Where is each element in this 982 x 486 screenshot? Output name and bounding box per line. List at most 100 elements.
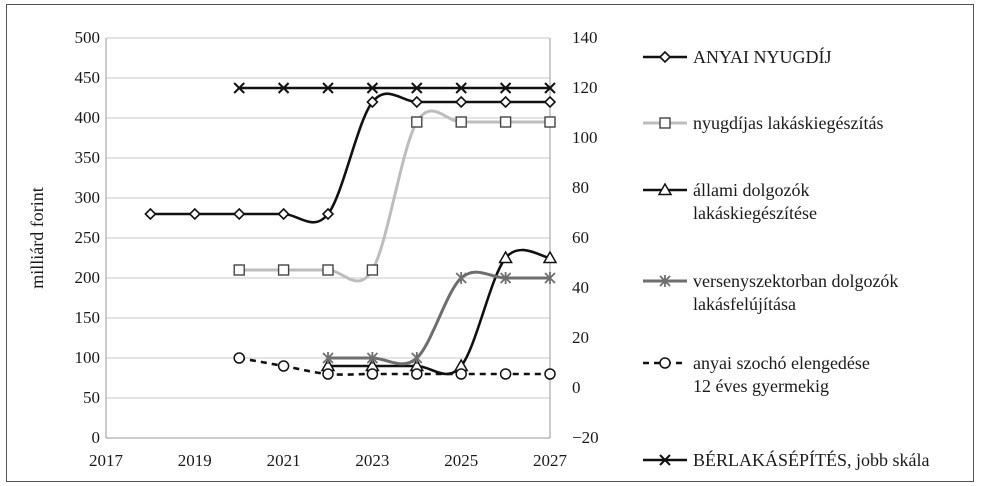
y-left-axis-title: milliárd forint	[27, 187, 47, 288]
series-line	[150, 92, 550, 224]
data-point-marker	[366, 95, 379, 109]
data-point-marker	[322, 368, 334, 380]
legend-item: állami dolgozók lakáskiegészítése	[643, 180, 817, 223]
data-point-marker	[499, 272, 512, 284]
data-point-marker	[544, 82, 556, 94]
data-point-marker	[277, 360, 290, 372]
legend-swatch-marker	[659, 357, 671, 369]
data-point-marker	[455, 368, 467, 380]
series-5	[233, 352, 556, 380]
data-point-marker	[410, 95, 423, 109]
y-left-tick-label: 350	[75, 148, 101, 167]
data-point-marker	[322, 352, 334, 364]
legend-label: lakásfelújítása	[693, 294, 796, 314]
data-point-marker	[188, 207, 201, 221]
legend-swatch-marker	[659, 117, 671, 129]
data-point-marker	[277, 82, 290, 94]
y-right-tick-label: 0	[572, 378, 581, 397]
data-point-marker	[411, 368, 423, 380]
x-tick-label: 2021	[267, 451, 301, 470]
data-point-marker	[542, 250, 558, 264]
y-right-tick-label: 40	[572, 278, 589, 297]
grid-lines	[106, 37, 550, 439]
data-point-marker	[322, 264, 334, 276]
data-point-marker	[411, 116, 423, 128]
y-left-tick-label: 300	[75, 188, 101, 207]
x-tick-label: 2025	[444, 451, 478, 470]
y-left-tick-label: 50	[83, 388, 100, 407]
data-point-marker	[544, 368, 556, 380]
y-right-tick-label: −20	[572, 428, 599, 447]
series-line	[328, 270, 550, 366]
y-right-tick-label: 20	[572, 328, 589, 347]
data-point-marker	[277, 207, 290, 221]
legend-item: anyai szochó elengedése 12 éves gyermekig	[643, 353, 870, 396]
data-point-marker	[322, 82, 334, 94]
legend-item: BÉRLAKÁSÉPÍTÉS, jobb skála	[643, 449, 930, 470]
data-point-marker	[455, 82, 467, 94]
y-right-tick-label: 100	[572, 128, 598, 147]
y-right-tick-label: 120	[572, 78, 598, 97]
legend-swatch-marker	[659, 454, 671, 466]
x-tick-label: 2027	[533, 451, 568, 470]
legend-swatch-marker	[657, 182, 673, 196]
chart-frame: 0 50 100 150 200 250 300 350 400 450 500 −20 0 20 40 60…	[6, 4, 974, 482]
legend-label: anyai szochó elengedése	[693, 353, 870, 373]
data-point-marker	[366, 352, 379, 364]
y-left-tick-label: 200	[75, 268, 101, 287]
y-left-tick-label: 450	[75, 68, 101, 87]
y-right-tick-label: 60	[572, 228, 589, 247]
legend-item: nyugdíjas lakáskiegészítás	[643, 113, 883, 133]
y-left-tick-label: 0	[92, 428, 101, 447]
data-point-marker	[499, 82, 512, 94]
data-point-marker	[499, 116, 512, 128]
series-lines	[144, 82, 558, 380]
legend-item: ANYAI NYUGDÍJ	[643, 46, 832, 67]
x-tick-label: 2023	[355, 451, 389, 470]
data-point-marker	[499, 368, 512, 380]
legend-label: állami dolgozók	[693, 180, 809, 200]
data-point-marker	[455, 95, 468, 109]
data-point-marker	[499, 95, 512, 109]
data-point-marker	[366, 368, 379, 380]
line-chart: 0 50 100 150 200 250 300 350 400 450 500 −20 0 20 40 60…	[27, 28, 930, 470]
data-point-marker	[455, 272, 467, 284]
data-point-marker	[321, 207, 335, 221]
data-point-marker	[233, 82, 245, 94]
data-point-marker	[498, 250, 513, 264]
series-1	[144, 92, 557, 224]
legend-item: versenyszektorban dolgozók lakásfelújítás…	[643, 271, 898, 314]
legend-label: 12 éves gyermekig	[693, 376, 829, 396]
y-left-tick-label: 500	[75, 28, 101, 47]
legend-label: lakáskiegészítése	[693, 203, 817, 223]
y-left-tick-label: 100	[75, 348, 101, 367]
legend-label: BÉRLAKÁSÉPÍTÉS, jobb skála	[693, 449, 930, 470]
x-tick-label: 2017	[89, 451, 124, 470]
legend: ANYAI NYUGDÍJ nyugdíjas lakáskiegészítás á…	[643, 46, 930, 470]
data-point-marker	[277, 264, 290, 276]
data-point-marker	[544, 116, 556, 128]
series-line	[239, 109, 550, 283]
y-left-tick-label: 250	[75, 228, 101, 247]
data-point-marker	[233, 207, 246, 221]
data-point-marker	[411, 82, 423, 94]
legend-swatch-marker	[659, 275, 671, 287]
series-4	[322, 270, 556, 366]
data-point-marker	[233, 352, 245, 364]
series-line	[328, 248, 551, 376]
axes: 0 50 100 150 200 250 300 350 400 450 500 −20 0 20 40 60…	[27, 28, 599, 470]
y-left-tick-label: 150	[75, 308, 101, 327]
series-3	[320, 248, 558, 376]
legend-label: versenyszektorban dolgozók	[693, 271, 898, 291]
y-right-tick-label: 140	[572, 28, 598, 47]
data-point-marker	[144, 207, 157, 221]
legend-label: nyugdíjas lakáskiegészítás	[693, 113, 883, 133]
data-point-marker	[455, 116, 467, 128]
data-point-marker	[366, 264, 379, 276]
data-point-marker	[366, 82, 379, 94]
data-point-marker	[411, 352, 423, 364]
data-point-marker	[544, 272, 556, 284]
series-2	[233, 109, 556, 283]
legend-label: ANYAI NYUGDÍJ	[693, 46, 832, 67]
y-left-tick-label: 400	[75, 108, 101, 127]
